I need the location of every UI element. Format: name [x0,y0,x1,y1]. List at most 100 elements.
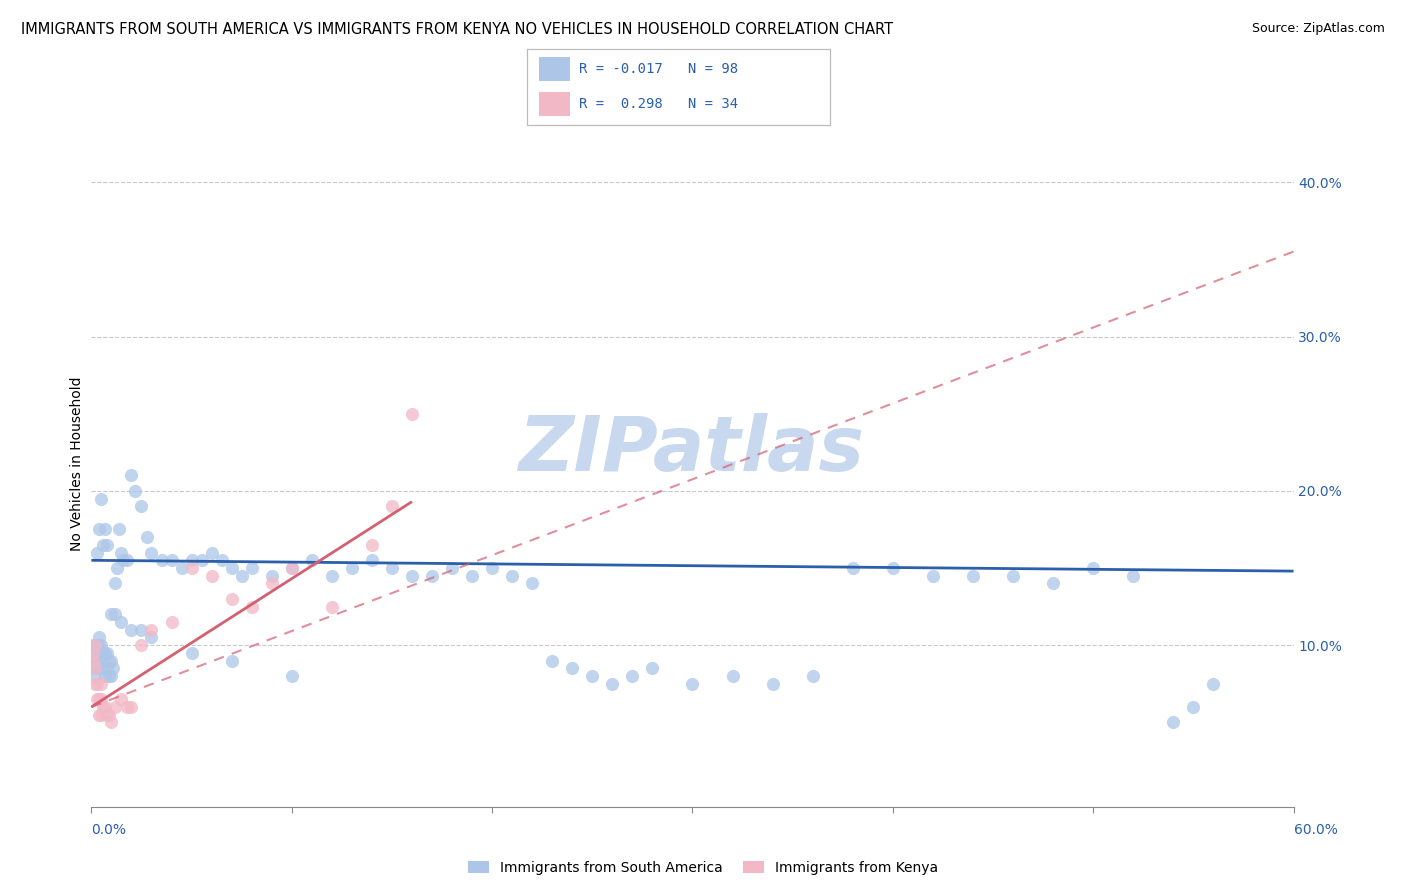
Point [104,576,127,591]
Point [110,692,132,706]
Point [82,638,104,652]
Point [180,561,202,575]
Point [170,561,193,575]
Point [90,646,112,660]
Point [381,500,404,514]
Point [121,468,143,483]
Point [221,654,243,668]
Point [321,599,343,614]
Point [86,654,108,668]
Point [260,576,283,591]
Point [131,623,153,637]
Point [98,669,121,683]
Point [86,638,108,652]
Point [681,677,703,691]
Point [721,669,744,683]
Point [360,538,382,552]
Point [481,561,503,575]
Point [104,700,127,714]
Point [96,707,118,722]
Point [94,669,117,683]
Point [160,615,183,629]
Point [112,553,135,567]
Point [231,568,253,582]
Point [94,523,117,537]
Point [96,538,118,552]
Point [420,568,443,582]
Point [84,669,107,683]
Point [401,568,423,582]
Point [117,700,139,714]
Point [962,568,984,582]
Point [301,553,323,567]
Point [117,553,139,567]
Point [641,661,664,675]
Point [84,677,107,691]
Point [100,669,122,683]
Point [84,638,107,652]
Point [281,561,304,575]
Point [621,669,644,683]
Point [89,646,111,660]
Point [86,677,108,691]
Point [922,568,945,582]
Point [86,661,108,675]
Point [89,638,111,652]
Point [201,545,224,559]
Point [98,707,121,722]
Point [501,568,523,582]
Text: Source: ZipAtlas.com: Source: ZipAtlas.com [1251,22,1385,36]
Point [82,661,104,675]
Point [260,568,283,582]
Point [90,654,112,668]
Point [98,654,121,668]
Point [103,661,125,675]
Point [1083,561,1105,575]
Point [1042,576,1064,591]
Point [440,561,463,575]
Text: IMMIGRANTS FROM SOUTH AMERICA VS IMMIGRANTS FROM KENYA NO VEHICLES IN HOUSEHOLD : IMMIGRANTS FROM SOUTH AMERICA VS IMMIGRA… [21,22,893,37]
Point [401,407,423,421]
Text: ZIPatlas: ZIPatlas [519,413,866,487]
Point [86,545,108,559]
Point [93,646,115,660]
Point [94,700,117,714]
Point [121,623,143,637]
Point [340,561,363,575]
Point [89,707,111,722]
Point [841,561,863,575]
Point [110,615,132,629]
Legend: Immigrants from South America, Immigrants from Kenya: Immigrants from South America, Immigrant… [463,855,943,880]
Point [221,591,243,606]
Point [96,646,118,660]
Point [762,677,785,691]
Point [602,677,624,691]
Point [1001,568,1024,582]
Point [131,638,153,652]
Point [124,483,146,498]
Point [121,700,143,714]
Point [108,523,131,537]
Text: 60.0%: 60.0% [1294,823,1337,837]
Point [211,553,233,567]
Point [1202,677,1225,691]
Point [522,576,544,591]
Point [90,707,112,722]
Point [141,623,163,637]
Point [100,654,122,668]
Point [84,661,107,675]
Point [240,561,263,575]
Point [90,638,112,652]
Point [93,700,115,714]
Point [1163,715,1185,730]
Point [96,661,118,675]
Point [381,561,404,575]
Point [160,553,183,567]
Point [1122,568,1144,582]
Point [86,692,108,706]
Point [89,692,111,706]
Y-axis label: No Vehicles in Household: No Vehicles in Household [70,376,84,551]
Point [104,607,127,622]
Point [321,568,343,582]
Point [882,561,904,575]
